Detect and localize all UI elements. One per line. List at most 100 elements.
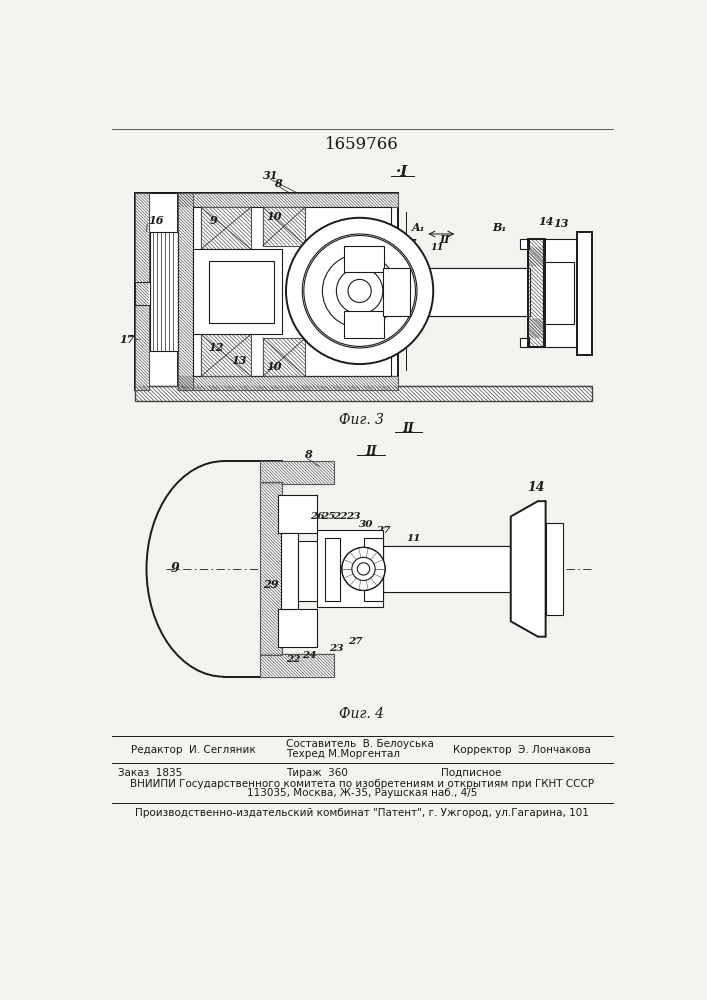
Text: 16: 16 <box>148 215 163 226</box>
Circle shape <box>357 563 370 575</box>
Bar <box>177 193 398 207</box>
Bar <box>344 323 385 338</box>
Text: ВНИИПИ Государственного комитета по изобретениям и открытиям при ГКНТ СССР: ВНИИПИ Государственного комитета по изоб… <box>130 779 594 789</box>
Text: 9: 9 <box>210 215 218 226</box>
Text: 24: 24 <box>302 651 317 660</box>
Bar <box>520 239 530 249</box>
Text: Производственно-издательский комбинат "Патент", г. Ужгород, ул.Гагарина, 101: Производственно-издательский комбинат "П… <box>135 808 589 818</box>
Bar <box>383 546 510 592</box>
Text: 22: 22 <box>382 236 395 245</box>
Text: 14: 14 <box>538 216 554 227</box>
Bar <box>546 523 563 615</box>
Text: II: II <box>402 422 414 434</box>
Text: Редактор  И. Сегляник: Редактор И. Сегляник <box>131 745 256 755</box>
Bar <box>528 239 545 347</box>
Text: 14: 14 <box>527 481 544 494</box>
Text: 27: 27 <box>403 333 416 342</box>
Bar <box>383 268 410 316</box>
Bar <box>528 247 545 266</box>
Bar <box>263 207 305 246</box>
Circle shape <box>352 557 375 580</box>
Bar <box>201 207 251 249</box>
Bar <box>260 482 282 655</box>
Bar <box>263 338 305 376</box>
Bar <box>325 586 340 601</box>
Text: 22: 22 <box>286 654 301 664</box>
Text: Корректор  Э. Лончакова: Корректор Э. Лончакова <box>452 745 590 755</box>
Bar <box>528 239 545 347</box>
Bar <box>344 311 385 338</box>
Text: 8: 8 <box>274 178 282 189</box>
Text: Техред М.Моргентал: Техред М.Моргентал <box>286 749 400 759</box>
Text: A₁: A₁ <box>411 222 426 233</box>
Bar <box>135 193 177 389</box>
Bar <box>177 193 398 389</box>
Bar <box>363 584 383 601</box>
Bar <box>325 538 340 601</box>
Bar <box>135 386 592 401</box>
Bar <box>542 262 573 324</box>
Text: 24: 24 <box>363 347 376 356</box>
Text: 113035, Москва, Ж-35, Раушская наб., 4/5: 113035, Москва, Ж-35, Раушская наб., 4/5 <box>247 788 477 798</box>
Text: 23: 23 <box>346 512 361 521</box>
Bar <box>542 239 581 347</box>
Bar <box>410 268 530 316</box>
Text: 11: 11 <box>431 243 444 252</box>
Bar <box>577 232 592 355</box>
Bar <box>177 193 193 389</box>
Text: 28: 28 <box>387 552 402 561</box>
Text: 27: 27 <box>349 637 363 646</box>
Text: 8: 8 <box>304 449 312 460</box>
Text: 27: 27 <box>375 526 390 535</box>
Bar <box>363 538 383 555</box>
Circle shape <box>341 547 385 590</box>
Text: 27: 27 <box>403 239 416 248</box>
Text: 12: 12 <box>209 342 224 353</box>
Text: 17: 17 <box>119 334 135 345</box>
Text: Фиг. 3: Фиг. 3 <box>339 413 385 427</box>
Text: 10: 10 <box>267 211 282 222</box>
Text: Фиг. 4: Фиг. 4 <box>339 707 385 721</box>
Bar <box>201 334 251 376</box>
Text: 23: 23 <box>329 644 344 653</box>
Text: Заказ  1835: Заказ 1835 <box>118 768 182 778</box>
Text: Составитель  В. Белоуська: Составитель В. Белоуська <box>286 739 434 749</box>
Text: 22: 22 <box>333 512 348 521</box>
Bar <box>260 654 334 677</box>
Bar <box>209 261 274 323</box>
Text: 11: 11 <box>407 534 421 543</box>
Bar <box>317 530 383 607</box>
Bar <box>177 376 398 389</box>
Bar <box>193 249 282 334</box>
Text: 28: 28 <box>383 581 398 590</box>
Text: 29: 29 <box>263 579 279 590</box>
Circle shape <box>286 218 433 364</box>
Text: 9: 9 <box>171 562 180 575</box>
Text: 31: 31 <box>263 170 279 181</box>
Text: 25: 25 <box>322 512 336 521</box>
Text: 13: 13 <box>232 355 247 366</box>
Text: 26: 26 <box>310 512 325 521</box>
Text: 1659766: 1659766 <box>325 136 399 153</box>
Text: B₁: B₁ <box>492 222 506 233</box>
Bar <box>279 609 317 647</box>
Bar <box>344 246 385 272</box>
Bar <box>344 246 385 258</box>
Text: II: II <box>440 234 450 245</box>
Polygon shape <box>510 501 546 637</box>
Bar <box>528 319 545 338</box>
Bar <box>298 541 337 601</box>
Bar <box>135 193 149 389</box>
Bar <box>363 538 383 601</box>
Bar <box>135 193 177 389</box>
Text: Тираж  360: Тираж 360 <box>286 768 348 778</box>
Bar <box>260 461 334 484</box>
Text: 13: 13 <box>554 218 569 229</box>
Text: 10: 10 <box>267 361 282 372</box>
Text: ·I: ·I <box>396 165 409 179</box>
Text: II: II <box>366 445 377 458</box>
Bar <box>193 207 391 376</box>
Text: 30: 30 <box>358 520 373 529</box>
Bar <box>520 338 530 347</box>
Text: 22: 22 <box>382 335 395 344</box>
